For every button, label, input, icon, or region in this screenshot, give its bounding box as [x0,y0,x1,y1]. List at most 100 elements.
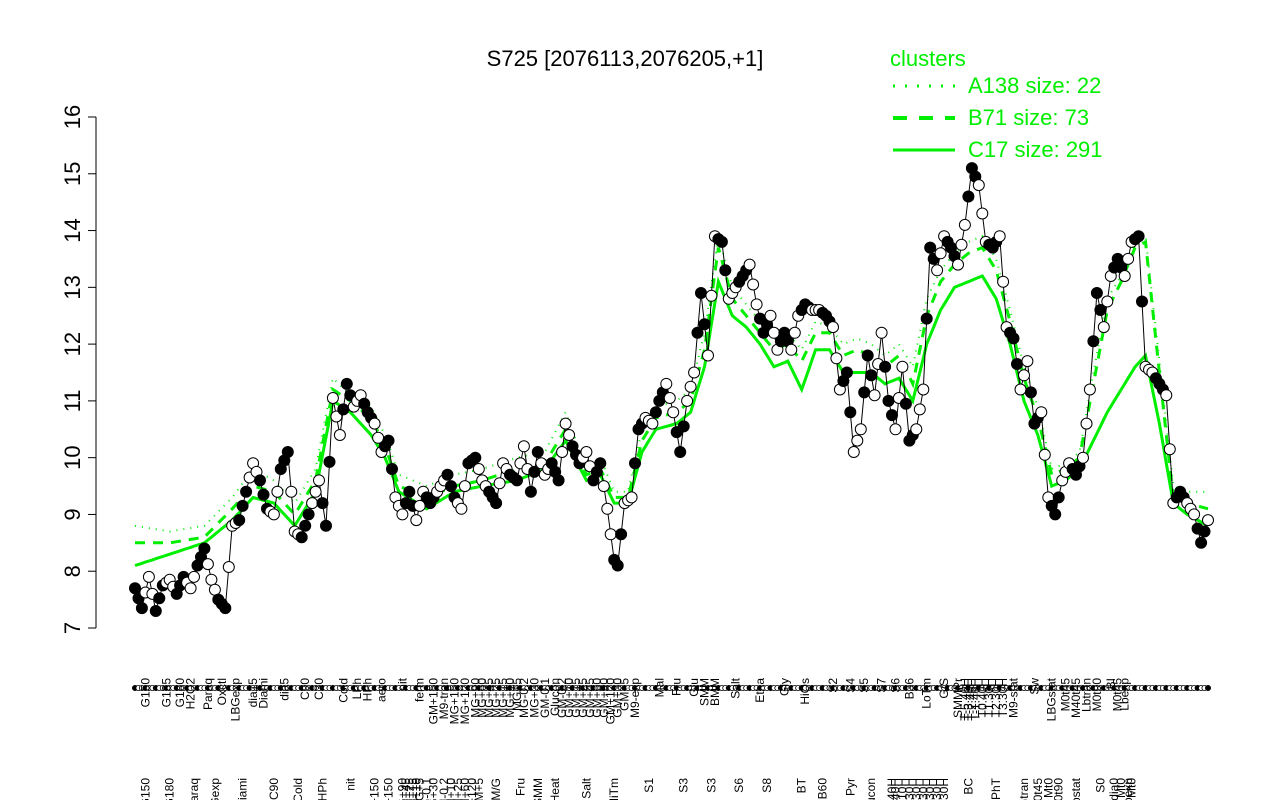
data-point [1160,389,1173,402]
y-tick-label: 14 [60,218,85,242]
data-point [681,394,694,407]
x-tick-label: LBGexp [208,778,222,800]
x-tick-label: MG+30 [527,678,541,718]
data-point [455,502,468,515]
data-point [924,241,937,254]
legend-entry: B71 size: 73 [968,105,1089,130]
x-tick-label: MG+120 [458,678,472,725]
data-point [469,451,482,464]
legend-entry: C17 size: 291 [968,137,1103,162]
series-layer [134,167,1209,612]
data-point [601,502,614,515]
x-tick-label: dia0 [1107,778,1121,800]
x-tick-label: Fru [513,778,527,796]
data-point [1118,270,1131,282]
data-point [205,573,218,586]
data-point [695,287,707,299]
x-tick-label: T0.30H [902,778,916,800]
data-point [1011,358,1023,370]
data-point [320,519,332,532]
data-point [1083,383,1096,396]
x-tick-label: S8 [760,778,774,793]
x-tick-label: T2.30H [916,778,930,800]
data-point [851,434,864,447]
x-tick-label: Mt0 [1125,778,1139,798]
x-tick-label: GM+15 [569,678,583,718]
x-tick-label: Paraq [187,778,201,800]
x-tick-label: T3.30H [996,678,1010,717]
x-tick-label: M9-exp [628,678,642,718]
x-tick-label: Mal [652,678,666,697]
x-tick-label: aero [375,678,389,702]
data-point [750,298,763,311]
data-point [1038,448,1051,461]
x-tick-label: T-4.40H [885,778,899,800]
x-tick-label: B36 [902,678,916,700]
x-tick-label: MG+25 [489,678,503,718]
data-point [997,275,1010,288]
data-point [910,423,923,436]
x-tick-label: nit [395,677,409,690]
data-point [135,602,148,615]
x-tick-label: Salt [579,777,593,798]
x-tick-label: HPh [361,678,375,701]
x-tick-label: MG+10 [503,678,517,718]
x-tick-label: Gly [777,678,791,696]
x-tick-label: Oxctl [215,678,229,705]
x-tick-label: Fru [670,678,684,696]
x-tick-label: T5.30H [937,778,951,800]
data-point [886,409,898,422]
data-point [1018,369,1030,382]
data-point [972,179,985,192]
x-tick-label: GM+10 [562,678,576,718]
data-point [747,278,760,291]
x-tick-label: Mt0 [1114,778,1128,798]
legend: clusters A138 size: 22 B71 size: 73 C17 si… [890,46,1103,162]
x-tick-label: Diami [257,678,271,709]
data-point [875,326,888,339]
x-tick-label: BMM [708,678,722,706]
data-point [1188,508,1201,521]
x-tick-label: Lbexp [1118,678,1132,711]
x-tick-label: S3 [704,778,718,793]
data-point [1163,443,1176,456]
x-tick-label: GM+120 [604,678,618,725]
x-tick-label: GM+90 [597,678,611,718]
data-point [472,463,485,475]
x-tick-label: GM+150 [427,678,441,725]
x-tick-label: M40t90 [1052,778,1066,800]
x-tick-label: LPh [350,678,364,699]
x-tick-label: S1 [642,778,656,793]
data-point [386,463,398,475]
data-point [458,480,471,493]
data-point [306,497,319,510]
data-point [830,352,843,365]
data-point [1021,355,1034,368]
data-point [674,446,687,458]
data-point [153,592,166,605]
data-point [511,474,523,487]
y-tick-label: 7 [60,622,85,634]
data-point [1052,491,1065,504]
data-point [382,434,395,447]
x-tick-label: MG+60 [475,678,489,718]
x-tick-label: T4.30H [930,778,944,800]
data-point [410,514,423,527]
x-tick-label: Cold [291,778,305,800]
data-point [899,397,912,410]
x-tick-label: T-2.40H [889,778,903,800]
x-tick-label: S3 [677,778,691,793]
x-tick-label: GM-0.2 [437,778,451,800]
x-tick-label: MG+30 [427,778,441,800]
y-tick-label: 10 [60,445,85,469]
data-point [1101,295,1114,308]
data-point [295,531,308,544]
y-tick-label: 9 [60,508,85,520]
x-tick-label: T-5.40H [958,678,972,721]
x-tick-label: S6 [732,778,746,793]
x-tick-label: B60 [816,778,830,800]
x-tick-label: GM-0.2 [555,678,569,718]
x-tick-label: GM+10 [444,778,458,800]
x-tick-label: LPhT [989,777,1003,800]
data-point [788,326,801,339]
